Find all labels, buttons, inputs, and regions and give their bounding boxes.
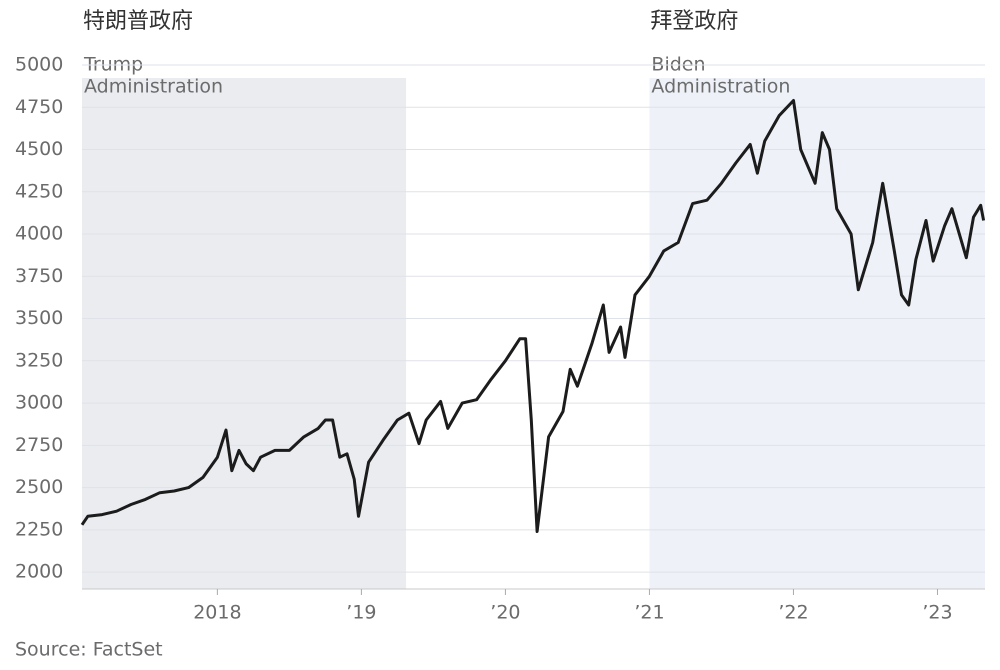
- source: Source: FactSet: [15, 639, 163, 661]
- span-label: Administration: [651, 76, 790, 98]
- y-tick-label: 2250: [15, 518, 63, 540]
- span-shade: [649, 78, 985, 589]
- x-tick-label: ’21: [634, 602, 664, 624]
- x-tick-label: ’23: [922, 602, 952, 624]
- y-tick-label: 3750: [15, 265, 63, 287]
- x-tick-label: ’19: [346, 602, 376, 624]
- x-tick-label: 2018: [193, 602, 241, 624]
- y-tick-label: 2000: [15, 561, 63, 583]
- y-tick-label: 4250: [15, 180, 63, 202]
- y-tick-label: 3500: [15, 307, 63, 329]
- span-heading: 特朗普政府: [83, 9, 193, 34]
- x-tick-label: ’22: [778, 602, 808, 624]
- y-tick-label: 2750: [15, 434, 63, 456]
- y-tick-label: 2500: [15, 476, 63, 498]
- y-tick-label: 4000: [15, 223, 63, 245]
- span-label: Administration: [84, 76, 223, 98]
- span-heading: 拜登政府: [650, 9, 738, 34]
- y-tick-label: 4750: [15, 96, 63, 118]
- x-tick-label: ’20: [490, 602, 520, 624]
- price-line: [80, 99, 986, 533]
- y-tick-label: 3250: [15, 349, 63, 371]
- y-tick-label: 4500: [15, 138, 63, 160]
- y-tick-label: 5000: [15, 54, 63, 76]
- y-tick-label: 3000: [15, 392, 63, 414]
